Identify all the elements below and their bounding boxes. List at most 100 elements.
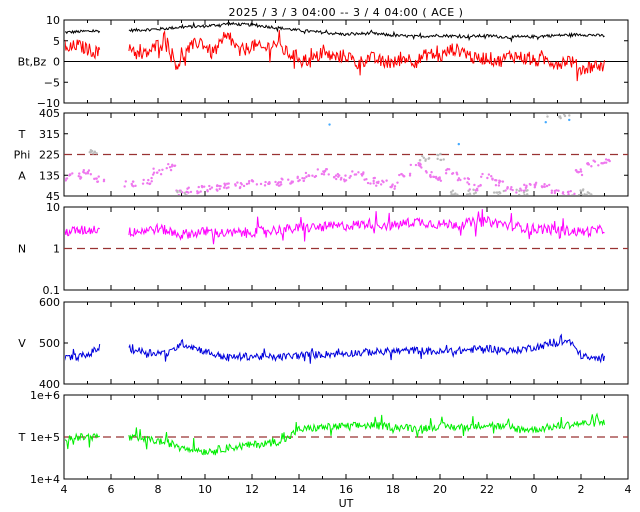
series-Theta [328,118,571,146]
y-tick-label: 0.1 [43,284,61,297]
y-tick-label: −10 [37,97,60,110]
data-point [546,115,549,118]
data-point [373,176,376,180]
data-point [454,192,457,195]
data-point [131,180,135,183]
data-point [435,177,438,180]
data-point [275,183,278,186]
data-point [311,174,314,177]
data-point [344,174,347,177]
data-point [579,168,582,171]
data-point [519,187,522,190]
x-tick-label: 2 [578,483,585,496]
data-point [544,121,547,124]
data-point [501,180,505,183]
data-point [497,194,500,195]
data-point [196,190,199,193]
data-point [324,167,328,171]
data-point [247,180,251,183]
x-axis-label: UT [339,497,354,510]
data-point [449,190,453,194]
data-point [463,177,466,180]
data-point [150,180,153,183]
data-point [409,163,413,167]
data-point [91,152,95,155]
data-point [524,186,528,190]
data-point [223,182,226,185]
data-point [61,176,63,178]
data-point [337,175,340,178]
data-point [363,178,366,181]
data-point [96,180,100,183]
data-point [250,179,254,182]
data-point [333,176,336,179]
data-point [245,182,249,186]
data-point [472,188,475,191]
data-point [586,191,590,194]
data-point [179,190,182,194]
data-point [550,191,553,195]
data-point [227,182,230,185]
y-tick-label: 500 [39,337,60,350]
data-point [322,170,325,173]
data-point [234,183,237,186]
data-point [168,165,172,169]
data-point [523,193,526,195]
data-point [551,110,553,112]
data-point [509,187,512,191]
data-point [335,177,338,181]
data-point [526,189,529,192]
data-point [155,171,159,174]
panel-proton-temperature [63,394,629,480]
y-axis-label: T [18,128,26,141]
data-point [457,142,460,146]
data-point [390,185,393,188]
data-point [152,167,155,170]
series-line [128,333,605,364]
data-point [372,182,375,185]
data-point [322,173,326,176]
x-tick-label: 0 [531,483,538,496]
data-point [71,172,74,175]
data-point [281,178,284,181]
data-point [398,173,401,177]
y-tick-label: 10 [46,14,60,27]
panel-solar-wind-speed [63,301,629,385]
data-point [307,174,310,177]
data-point [438,177,441,181]
data-point [573,192,576,195]
data-point [553,189,557,193]
data-point [353,173,357,176]
data-point [560,114,562,115]
series-T [65,412,605,456]
data-point [97,175,100,178]
data-point [450,193,453,195]
data-point [202,185,206,188]
data-point [159,173,163,176]
data-point [481,172,484,176]
data-point [577,193,581,195]
data-point [562,114,566,116]
x-tick-label: 20 [433,483,447,496]
data-point [590,193,593,195]
data-point [165,166,168,170]
data-point [511,188,514,192]
data-point [287,178,290,181]
data-point [259,182,263,186]
data-point [439,179,443,182]
series-line [65,344,101,363]
y-axis-label: Phi [14,149,31,162]
data-point [239,181,243,185]
data-point [340,176,343,180]
y-tick-label: 10 [46,201,60,214]
data-point [65,176,66,178]
data-point [585,193,588,195]
data-point [517,193,521,195]
data-point [543,183,546,186]
data-point [227,186,230,189]
x-tick-label: 12 [245,483,259,496]
data-point [303,177,306,180]
y-tick-label: 1 [53,243,60,256]
y-tick-label: 600 [39,296,60,309]
